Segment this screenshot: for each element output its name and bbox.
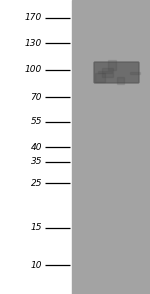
Bar [95, 73, 105, 82]
FancyBboxPatch shape [94, 62, 139, 83]
Bar [98, 71, 112, 73]
Bar [130, 72, 140, 74]
Bar [0, 0, 72, 294]
Text: 25: 25 [30, 178, 42, 188]
Text: 15: 15 [30, 223, 42, 233]
Text: 70: 70 [30, 93, 42, 101]
Text: 40: 40 [30, 143, 42, 151]
Text: 35: 35 [30, 158, 42, 166]
Bar [72, 0, 150, 294]
Bar [117, 76, 124, 84]
Text: 55: 55 [30, 118, 42, 126]
Bar [108, 60, 116, 70]
Text: 100: 100 [25, 66, 42, 74]
Text: 10: 10 [30, 260, 42, 270]
Text: 130: 130 [25, 39, 42, 48]
Bar [102, 68, 113, 77]
Text: 170: 170 [25, 14, 42, 23]
